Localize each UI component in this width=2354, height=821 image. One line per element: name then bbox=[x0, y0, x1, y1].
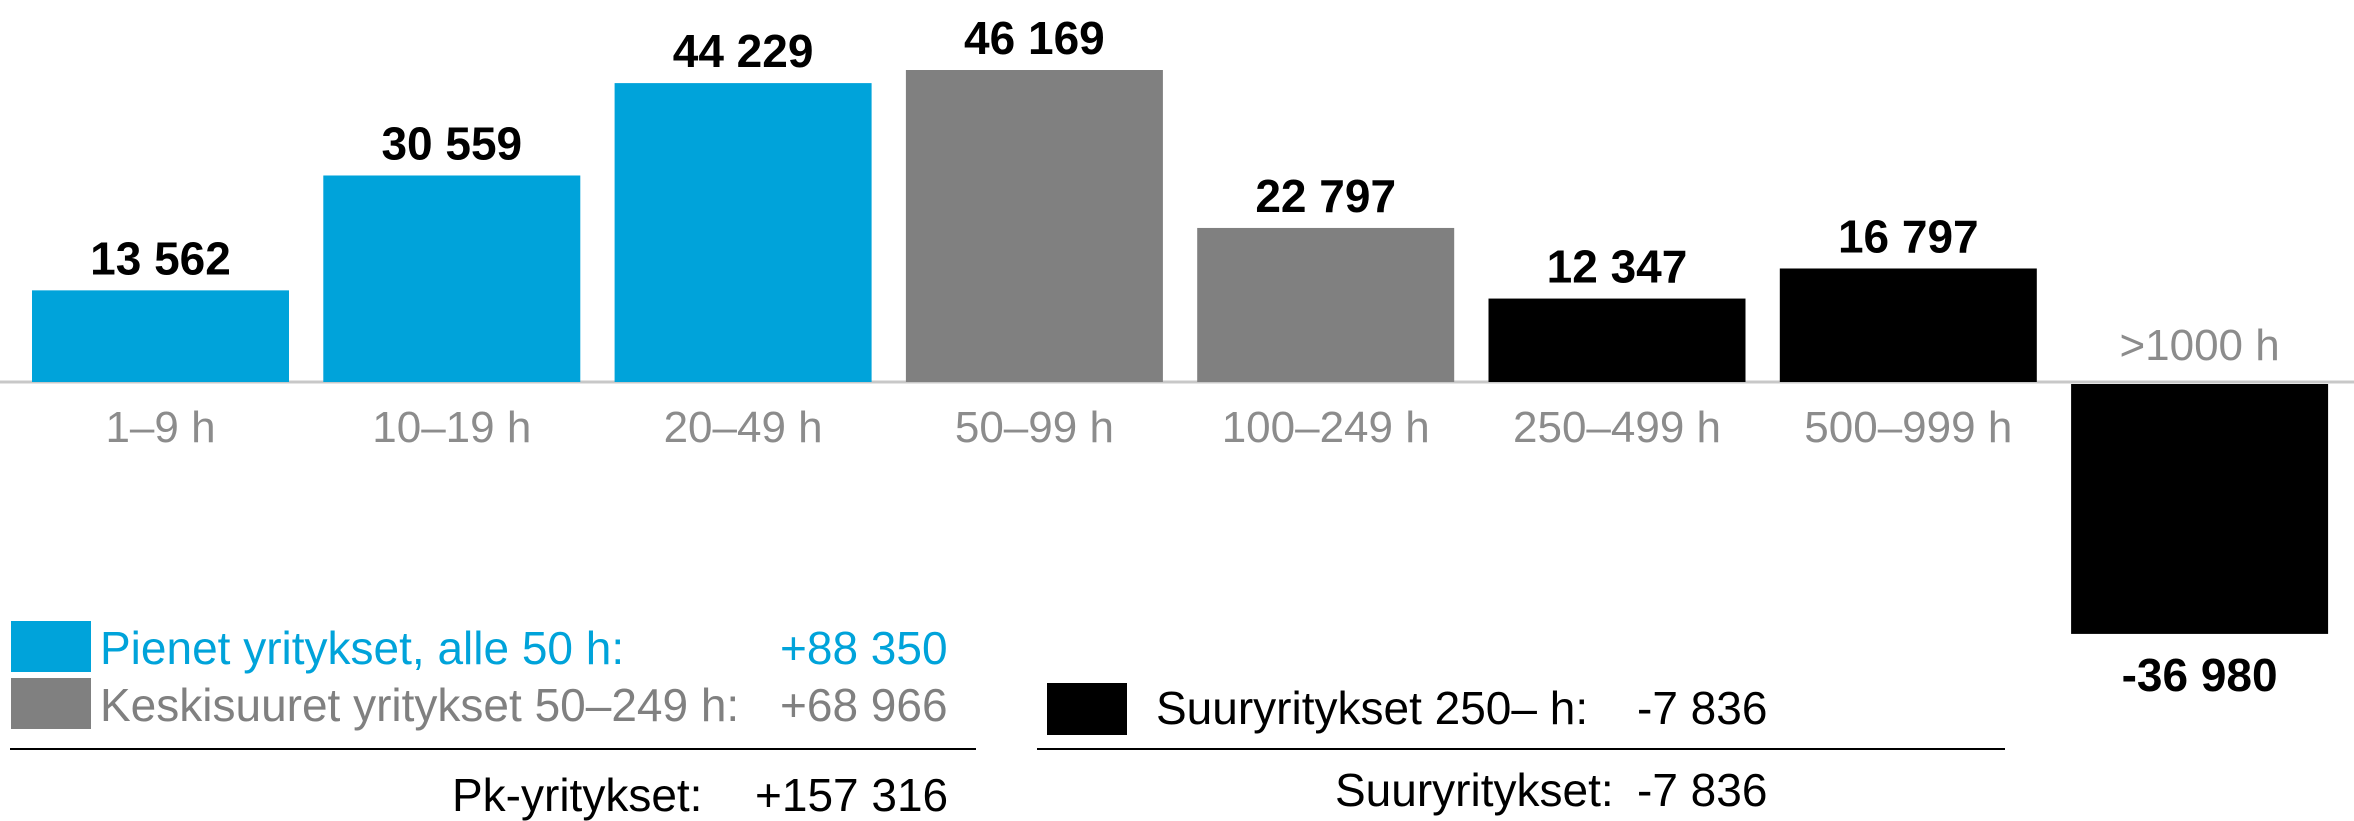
value-label-6: 16 797 bbox=[1838, 210, 1979, 262]
summary-large-label: Suuryritykset: bbox=[1335, 764, 1614, 816]
bar-3 bbox=[905, 70, 1163, 382]
value-label-0: 13 562 bbox=[90, 232, 231, 284]
legend-label-medium: Keskisuuret yritykset 50–249 h: bbox=[100, 679, 740, 731]
value-label-4: 22 797 bbox=[1255, 170, 1396, 222]
category-label-4: 100–249 h bbox=[1222, 403, 1430, 452]
category-label-6: 500–999 h bbox=[1804, 403, 2012, 452]
summary-pk-label: Pk-yritykset: bbox=[452, 769, 703, 821]
bar-5 bbox=[1488, 298, 1746, 382]
category-label-2: 20–49 h bbox=[664, 403, 823, 452]
summary-large-value: -7 836 bbox=[1637, 764, 1768, 816]
value-label-7: -36 980 bbox=[2122, 649, 2278, 701]
category-label-5: 250–499 h bbox=[1513, 403, 1721, 452]
value-label-2: 44 229 bbox=[673, 25, 814, 77]
legend-swatch-large bbox=[1047, 683, 1127, 735]
legend-label-large: Suuryritykset 250– h: bbox=[1156, 682, 1589, 734]
category-label-3: 50–99 h bbox=[955, 403, 1114, 452]
summary-rule-large bbox=[1037, 748, 2005, 750]
value-label-3: 46 169 bbox=[964, 12, 1105, 64]
bar-0 bbox=[32, 290, 289, 382]
legend-value-medium: +68 966 bbox=[780, 679, 948, 731]
legend-label-small: Pienet yritykset, alle 50 h: bbox=[100, 622, 625, 674]
bar-1 bbox=[323, 175, 581, 382]
legend-value-large: -7 836 bbox=[1637, 682, 1768, 734]
bar-4 bbox=[1197, 227, 1455, 382]
legend-swatch-medium bbox=[11, 678, 91, 729]
legend-value-small: +88 350 bbox=[780, 622, 948, 674]
summary-rule-pk bbox=[10, 748, 976, 750]
value-label-5: 12 347 bbox=[1547, 241, 1688, 293]
category-label-1: 10–19 h bbox=[372, 403, 531, 452]
value-label-1: 30 559 bbox=[381, 117, 522, 169]
summary-pk-value: +157 316 bbox=[755, 769, 949, 821]
bar-7 bbox=[2071, 384, 2329, 634]
bar-6 bbox=[1779, 268, 2037, 382]
category-label-0: 1–9 h bbox=[105, 403, 215, 452]
category-label-7: >1000 h bbox=[2119, 321, 2279, 370]
bar-2 bbox=[614, 83, 872, 382]
legend-swatch-small bbox=[11, 621, 91, 672]
